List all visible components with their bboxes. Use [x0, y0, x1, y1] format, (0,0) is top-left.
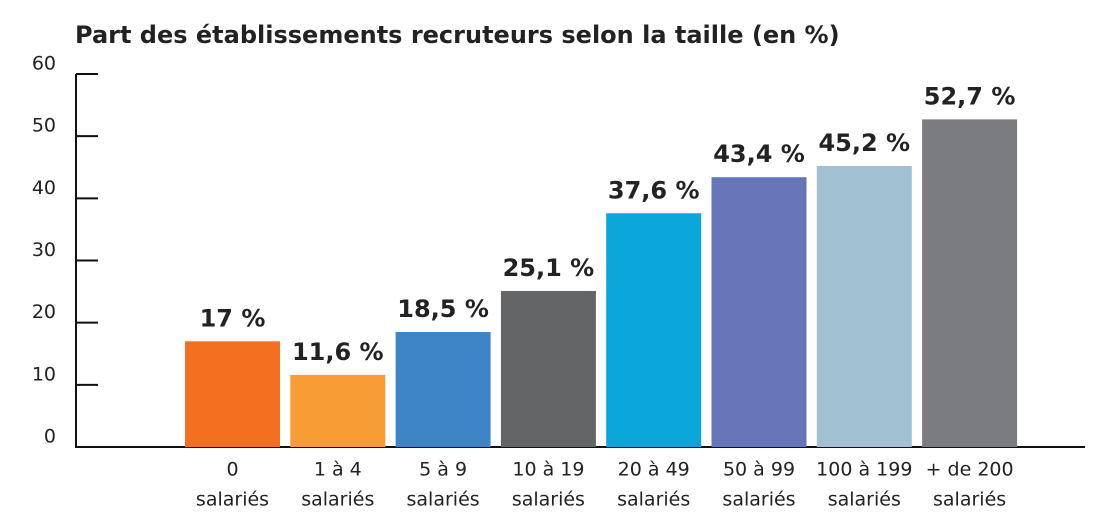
value-label: 18,5 %	[397, 295, 489, 323]
x-tick-label: salariés	[512, 489, 585, 511]
y-tick-label: 0	[44, 426, 56, 448]
bar	[395, 331, 491, 447]
bar	[290, 374, 386, 447]
value-label: 45,2 %	[818, 129, 910, 157]
y-tick-label: 10	[32, 363, 56, 385]
value-label: 11,6 %	[292, 338, 384, 366]
x-tick-label: 1 à 4	[314, 459, 362, 481]
y-tick-label: 20	[32, 301, 56, 323]
value-label: 17 %	[200, 304, 266, 332]
y-tick-label: 50	[32, 115, 56, 137]
y-tick-label: 40	[32, 177, 56, 199]
bar	[922, 119, 1018, 448]
value-label: 52,7 %	[924, 82, 1016, 110]
x-tick-label: salariés	[407, 489, 480, 511]
x-tick-label: 100 à 199	[816, 459, 912, 481]
x-tick-label: salariés	[617, 489, 690, 511]
x-tick-label: 0	[226, 459, 238, 481]
bar	[606, 213, 702, 447]
bar	[816, 166, 912, 448]
x-tick-label: 10 à 19	[512, 459, 584, 481]
bar	[500, 290, 596, 447]
y-tick-label: 60	[32, 53, 56, 75]
chart-title: Part des établissements recruteurs selon…	[75, 21, 840, 49]
bar	[185, 341, 280, 447]
value-label: 25,1 %	[503, 254, 595, 282]
x-tick-label: 20 à 49	[618, 459, 690, 481]
x-tick-label: salariés	[828, 489, 901, 511]
x-tick-label: 50 à 99	[723, 459, 795, 481]
value-label: 43,4 %	[713, 140, 805, 168]
x-tick-label: salariés	[301, 489, 374, 511]
bar	[711, 177, 807, 448]
x-tick-label: 5 à 9	[419, 459, 467, 481]
x-tick-label: salariés	[722, 489, 795, 511]
y-tick-label: 30	[32, 239, 56, 261]
x-tick-label: salariés	[933, 489, 1006, 511]
value-label: 37,6 %	[608, 176, 700, 204]
x-tick-label: + de 200	[926, 459, 1014, 481]
x-tick-label: salariés	[196, 489, 269, 511]
